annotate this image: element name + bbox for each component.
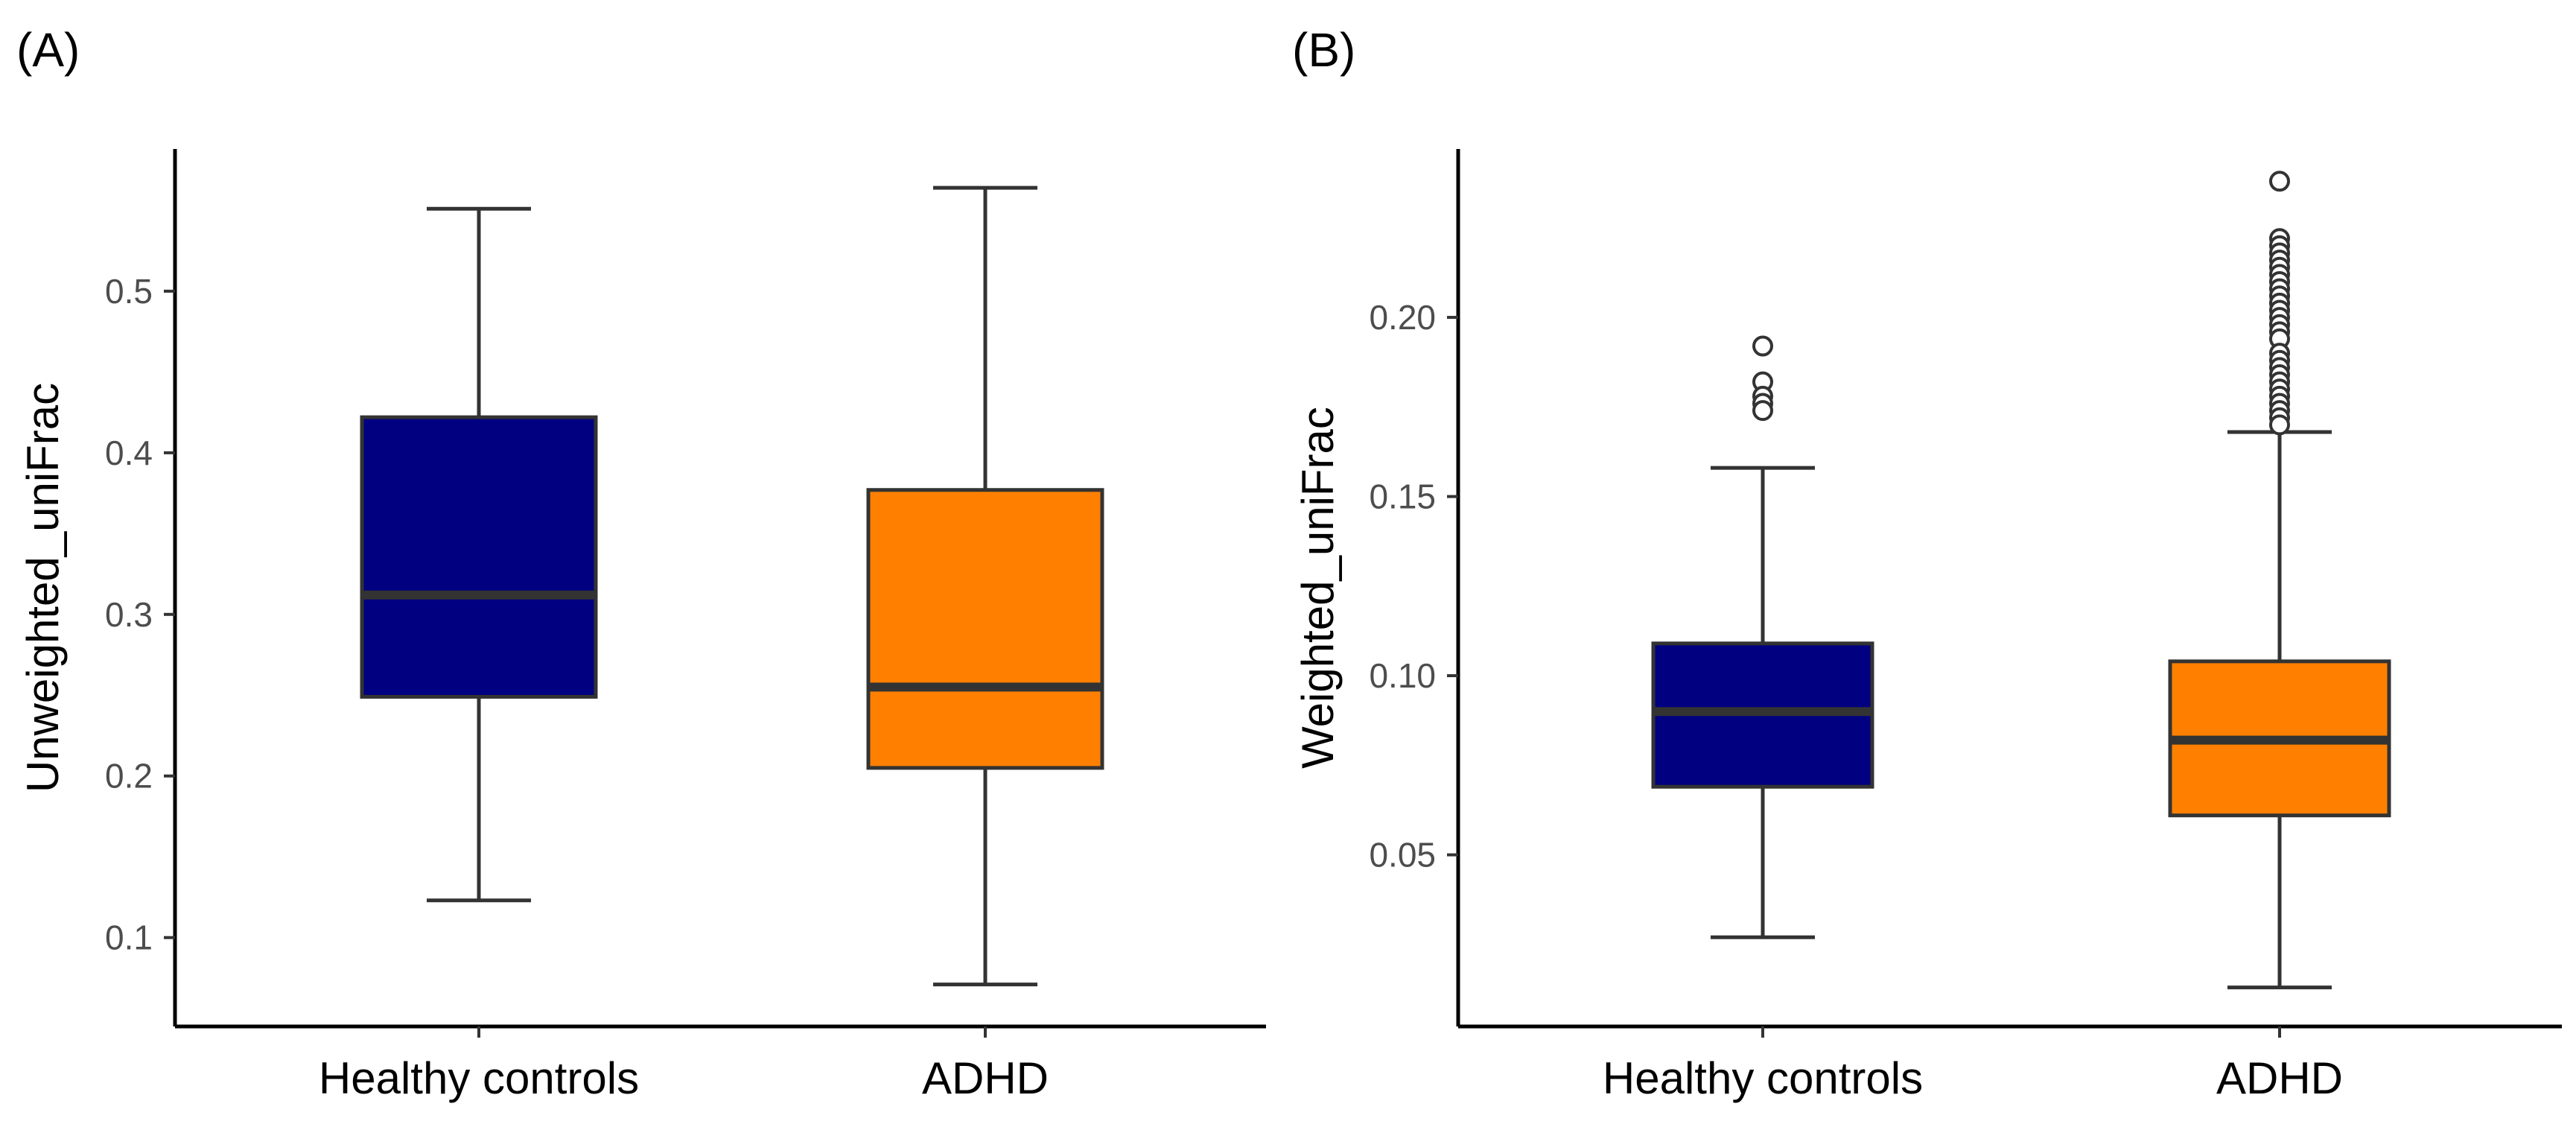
box-adhd [866,185,1104,987]
y-tick-label: 0.3 [105,595,153,634]
outlier-point [2269,171,2290,192]
box-healthy-controls [360,206,598,903]
x-tick-label: ADHD [2216,1053,2343,1103]
panel-label-b: (B) [1292,23,1356,77]
y-tick-label: 0.15 [1369,477,1436,516]
chart-panel-b: 0.05 0.10 0.15 0.20 Weighted_uniFrac Healthy … [1293,149,2562,1103]
y-axis-title: Weighted_uniFrac [1293,407,1343,769]
y-tick-label: 0.5 [105,272,153,311]
x-tick-label: Healthy controls [319,1053,639,1103]
x-tick-label: ADHD [922,1053,1049,1103]
y-tick-label: 0.4 [105,434,153,472]
outlier-point [2269,414,2290,436]
box-body [866,488,1104,770]
y-tick-label: 0.20 [1369,298,1436,337]
y-axis-title: Unweighted_uniFrac [18,383,68,793]
y-tick-label: 0.05 [1369,836,1436,875]
panel-label-a: (A) [16,23,80,77]
outlier-point [1752,335,1773,357]
outlier-point [1752,400,1773,422]
y-tick-label: 0.10 [1369,656,1436,695]
chart-panel-a: 0.1 0.2 0.3 0.4 0.5 Unweighted_uniFrac Healthy… [18,149,1266,1103]
box-healthy-controls [1651,335,1874,939]
x-tick-label: Healthy controls [1603,1053,1923,1103]
y-tick-label: 0.2 [105,757,153,796]
y-tick-label: 0.1 [105,918,153,957]
box-body [360,415,598,699]
box-adhd [2168,171,2391,990]
